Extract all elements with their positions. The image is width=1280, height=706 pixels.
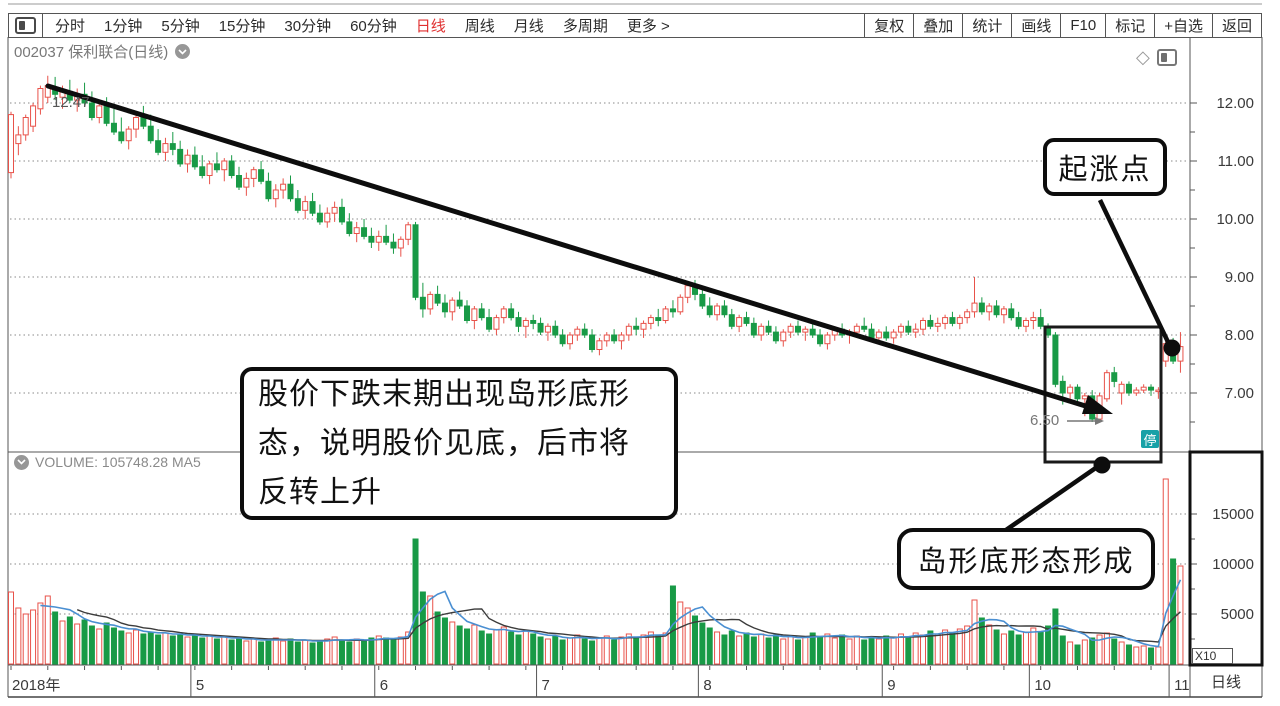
- panel-toggle-button[interactable]: [9, 14, 43, 37]
- volume-series: [8, 478, 1184, 665]
- svg-text:8.00: 8.00: [1225, 327, 1254, 344]
- island-leader-line: [1004, 463, 1102, 532]
- chart-frame: [7, 3, 1263, 698]
- axis-labels: 12.00 11.00 10.00 9.00 8.00 7.00 15000 10000 500…: [12, 95, 1254, 694]
- panel-icon[interactable]: [1156, 48, 1177, 66]
- period-tab[interactable]: 多周期: [562, 18, 608, 35]
- volume-header-row: VOLUME: 105748.28 MA5: [14, 454, 201, 470]
- toolbar-button[interactable]: 叠加: [913, 14, 962, 37]
- low-price-label: 6.50: [1030, 412, 1060, 429]
- svg-text:6: 6: [380, 677, 388, 694]
- volume-ma5-line: [40, 579, 1182, 648]
- toolbar-buttons: 复权 叠加 统计 画线 F10 标记 +自选 返回: [864, 14, 1261, 37]
- stock-title: 002037 保利联合(日线): [14, 44, 169, 61]
- toolbar-button[interactable]: 统计: [962, 14, 1011, 37]
- period-tab[interactable]: 15分钟: [218, 18, 266, 35]
- rise-point-dot: [1163, 339, 1181, 357]
- island-leader-dot: [1093, 456, 1111, 474]
- downtrend-line: [45, 83, 1095, 411]
- toolbar-button[interactable]: F10: [1060, 14, 1105, 37]
- pane-corner-icons: ◇: [1136, 48, 1177, 66]
- period-tab[interactable]: 60分钟: [350, 18, 397, 35]
- svg-text:5: 5: [196, 677, 204, 694]
- candlestick-series: [8, 75, 1184, 422]
- chevron-down-icon[interactable]: [14, 454, 29, 470]
- period-tab[interactable]: 日线: [415, 18, 446, 35]
- toolbar-button[interactable]: 返回: [1211, 14, 1261, 37]
- toolbar: 分时 1分钟 5分钟 15分钟 30分钟 60分钟 日线 周线 月线 多周期 更多 > 复权 叠加 统计…: [8, 13, 1262, 38]
- svg-text:10: 10: [1034, 677, 1051, 694]
- volume-indicator-label: VOLUME: 105748.28 MA5: [35, 454, 201, 470]
- svg-text:9.00: 9.00: [1225, 269, 1254, 286]
- more-menu[interactable]: 更多 >: [626, 18, 670, 35]
- volume-axis-panel-border: [1188, 450, 1264, 667]
- svg-text:10000: 10000: [1212, 556, 1254, 573]
- peak-price-label: 12.47: [52, 94, 90, 111]
- toolbar-button[interactable]: 标记: [1105, 14, 1154, 37]
- annotation-rise-point-box: 起涨点: [1043, 138, 1167, 196]
- svg-text:10.00: 10.00: [1216, 211, 1254, 228]
- svg-text:12.00: 12.00: [1216, 95, 1254, 112]
- annotation-note-box: 股价下跌末期出现岛形底形 态，说明股价见底，后市将 反转上升: [240, 367, 678, 520]
- toolbar-button[interactable]: 复权: [864, 14, 913, 37]
- period-tab[interactable]: 5分钟: [161, 18, 200, 35]
- svg-text:7: 7: [542, 677, 550, 694]
- period-tab[interactable]: 月线: [513, 18, 544, 35]
- rise-point-leader-line: [1097, 199, 1171, 343]
- svg-text:11: 11: [1174, 677, 1190, 694]
- svg-text:2018年: 2018年: [12, 677, 60, 694]
- downtrend-arrowhead: [1082, 395, 1113, 414]
- chevron-down-icon[interactable]: [175, 44, 191, 59]
- svg-text:7.00: 7.00: [1225, 385, 1254, 402]
- panel-toggle-icon: [15, 17, 36, 34]
- svg-text:15000: 15000: [1212, 506, 1254, 523]
- toolbar-button[interactable]: 画线: [1011, 14, 1060, 37]
- svg-text:9: 9: [887, 677, 895, 694]
- stock-title-row: 002037 保利联合(日线): [14, 41, 191, 62]
- trading-halt-badge: 停: [1141, 430, 1159, 448]
- period-tab[interactable]: 分时: [55, 18, 86, 35]
- drawn-overlays: [45, 83, 1181, 532]
- period-axis-cell: 日线: [1210, 673, 1241, 691]
- period-tab[interactable]: 30分钟: [284, 18, 332, 35]
- toolbar-button[interactable]: +自选: [1154, 14, 1212, 37]
- period-tab[interactable]: 1分钟: [104, 18, 143, 35]
- svg-text:8: 8: [703, 677, 711, 694]
- volume-multiplier-label: X10: [1192, 648, 1233, 664]
- annotation-island-formed-box: 岛形底形态形成: [897, 528, 1155, 590]
- low-price-arrowhead: [1095, 417, 1104, 425]
- period-tabs: 分时 1分钟 5分钟 15分钟 30分钟 60分钟 日线 周线 月线 多周期 更多 >: [43, 15, 670, 36]
- svg-text:5000: 5000: [1221, 606, 1254, 623]
- diamond-icon[interactable]: ◇: [1136, 47, 1150, 67]
- period-tab[interactable]: 周线: [464, 18, 495, 35]
- svg-text:11.00: 11.00: [1218, 153, 1254, 170]
